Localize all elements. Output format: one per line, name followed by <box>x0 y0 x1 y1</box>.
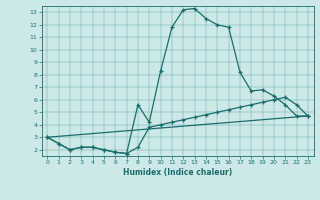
X-axis label: Humidex (Indice chaleur): Humidex (Indice chaleur) <box>123 168 232 177</box>
